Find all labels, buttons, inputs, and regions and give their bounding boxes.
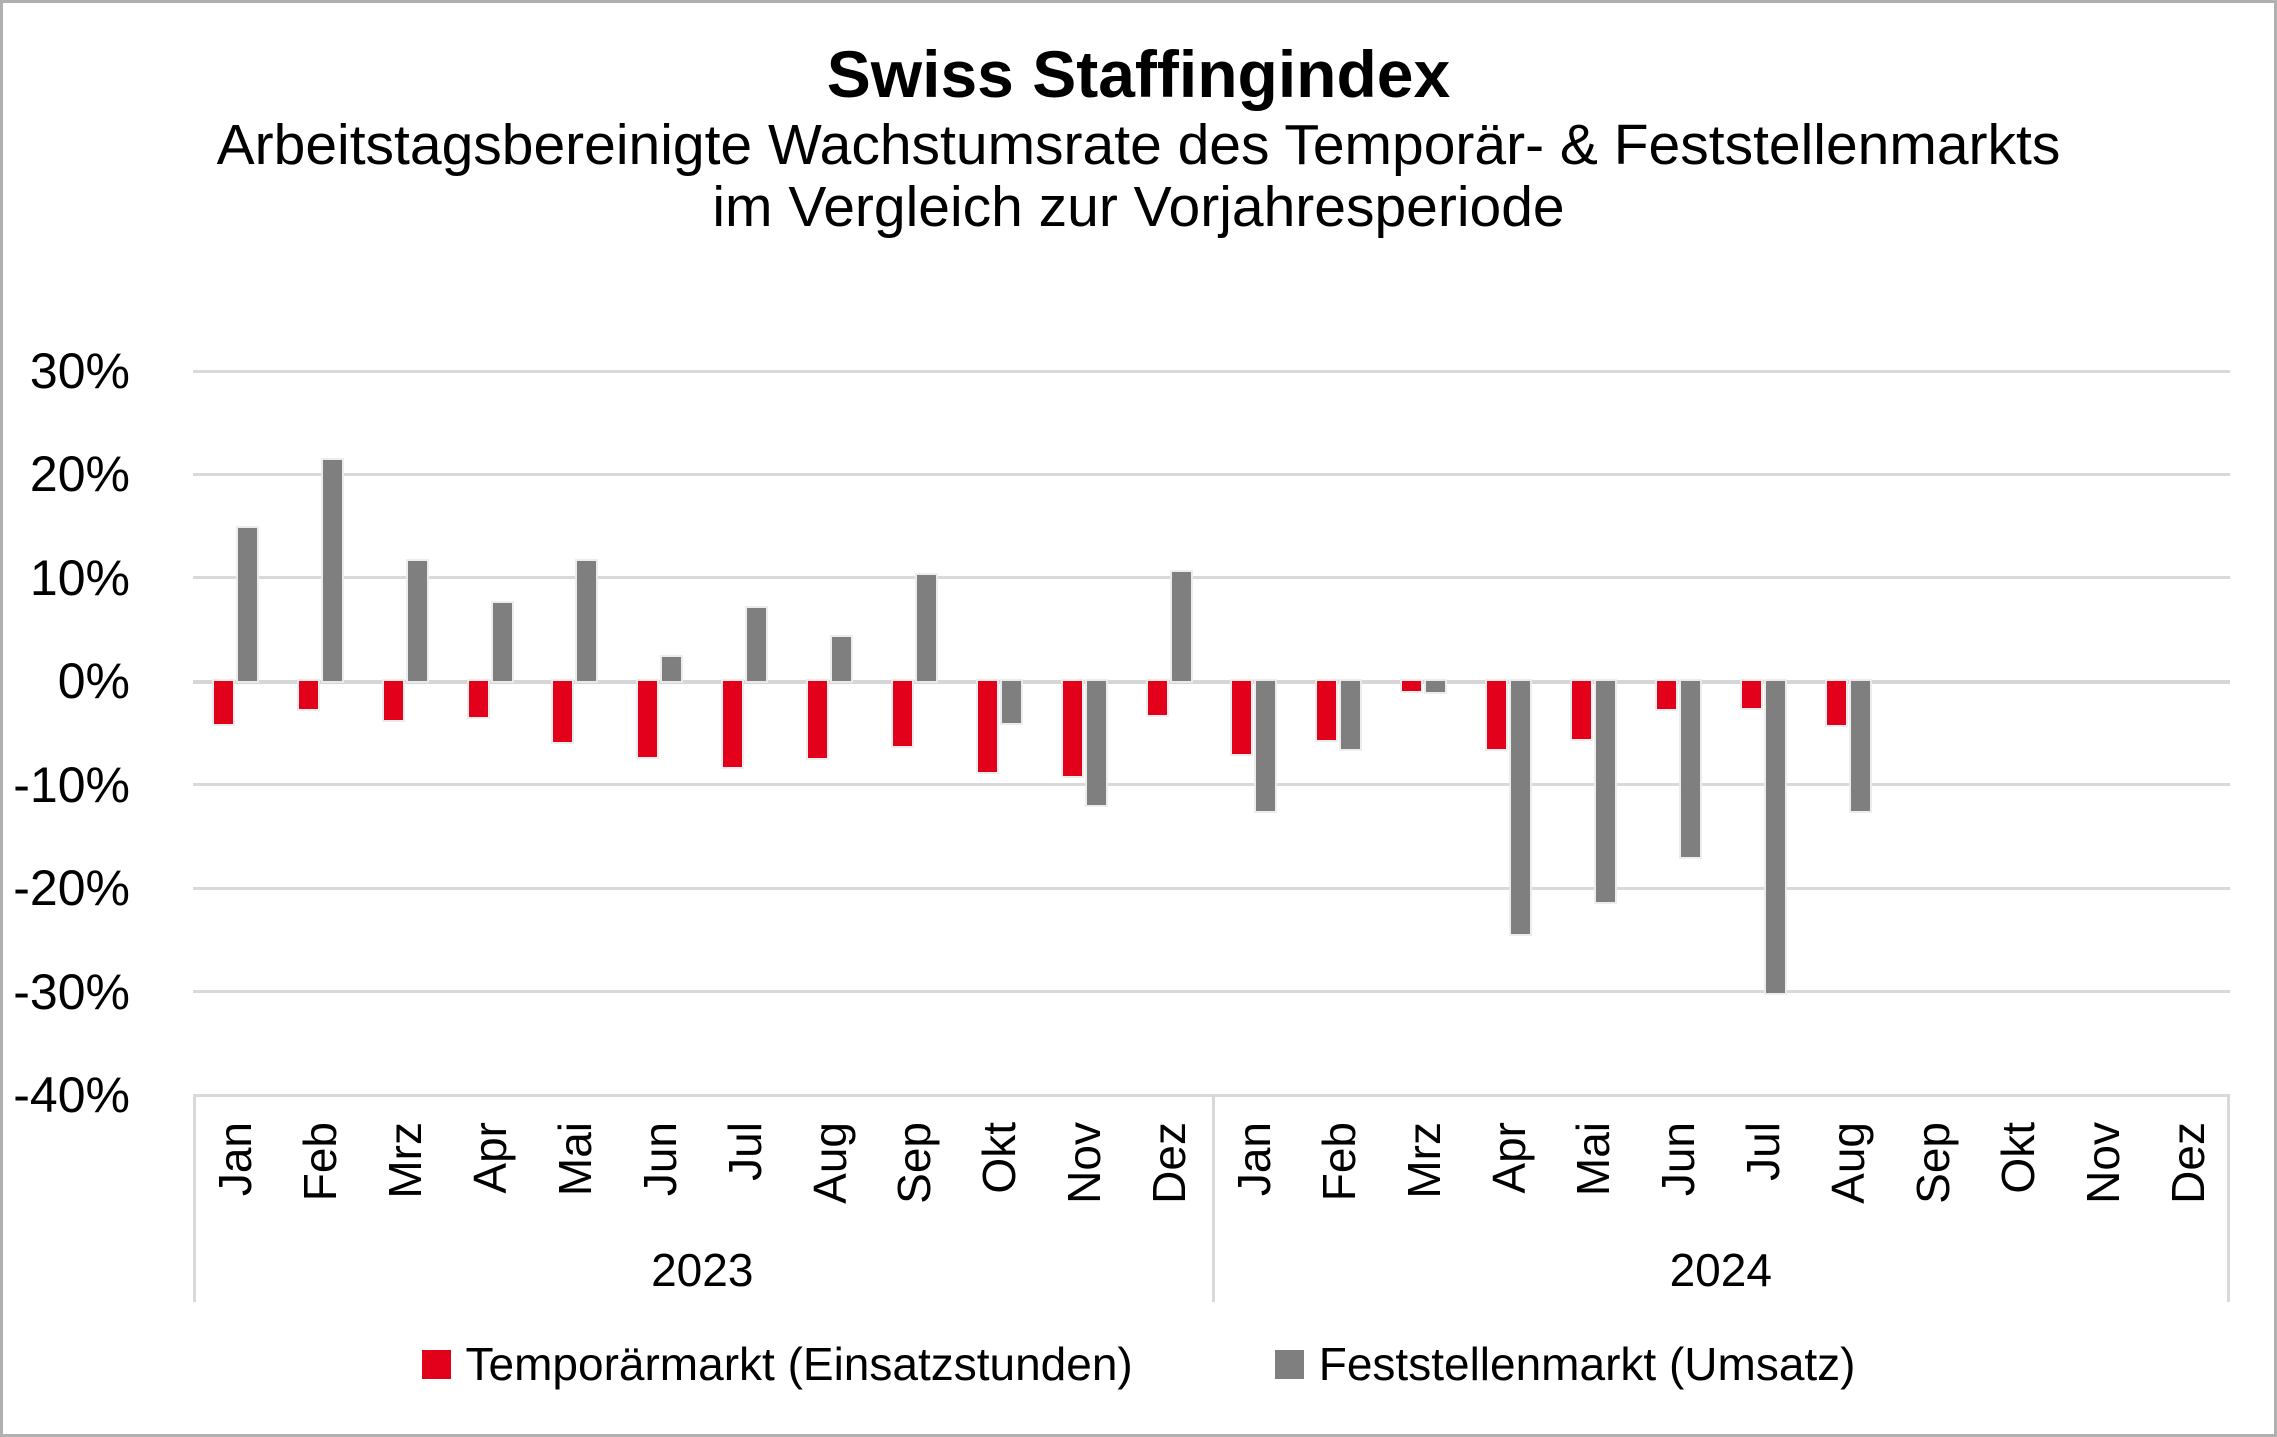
x-label-2023-Mrz: Mrz <box>379 1122 432 1199</box>
legend-label-feststellenmarkt: Feststellenmarkt (Umsatz) <box>1318 1338 1856 1390</box>
category-separator-0 <box>193 1094 196 1302</box>
bar-feststellenmarkt-2024-Apr <box>1511 681 1531 934</box>
x-label-2024-Sep: Sep <box>1906 1122 1959 1204</box>
gridline-20pct <box>193 472 2230 476</box>
x-label-2024-Dez: Dez <box>2161 1122 2214 1204</box>
x-label-2024-Aug: Aug <box>1822 1122 1875 1204</box>
x-label-2024-Jun: Jun <box>1652 1122 1705 1197</box>
legend-item-feststellenmarkt: Feststellenmarkt (Umsatz) <box>1274 1338 1856 1390</box>
bar-temporaermarkt-2024-Jul <box>1741 681 1761 709</box>
chart-title: Swiss Staffingindex <box>826 37 1451 111</box>
x-label-2023-Apr: Apr <box>464 1122 517 1194</box>
y-tick-10pct: 10% <box>29 549 130 606</box>
bar-feststellenmarkt-2024-Jan <box>1256 681 1276 811</box>
x-label-2024-Nov: Nov <box>2076 1122 2129 1204</box>
x-label-2023-Jul: Jul <box>718 1122 771 1181</box>
x-label-2023-Feb: Feb <box>294 1122 347 1202</box>
bar-temporaermarkt-2023-Aug <box>808 681 828 758</box>
category-separator-1 <box>1211 1094 1215 1302</box>
bar-feststellenmarkt-2024-Jul <box>1765 681 1785 993</box>
x-label-2023-Jun: Jun <box>633 1122 686 1197</box>
bar-temporaermarkt-2023-Nov <box>1062 681 1082 777</box>
legend-label-temporaermarkt: Temporärmarkt (Einsatzstunden) <box>465 1338 1133 1390</box>
chart-subtitle: Arbeitstagsbereinigte Wachstumsrate des … <box>0 114 2277 238</box>
category-separator-2 <box>2227 1094 2230 1302</box>
y-tick--30pct: -30% <box>13 963 130 1020</box>
x-label-2024-Okt: Okt <box>1991 1122 2044 1194</box>
y-tick--20pct: -20% <box>13 860 130 917</box>
bar-feststellenmarkt-2024-Feb <box>1341 681 1361 749</box>
bar-feststellenmarkt-2023-Sep <box>916 574 936 682</box>
bar-feststellenmarkt-2023-Okt <box>1001 681 1021 723</box>
legend-swatch-red-icon <box>421 1349 451 1379</box>
bar-feststellenmarkt-2023-Mrz <box>407 561 427 682</box>
gridline--10pct <box>193 783 2230 787</box>
y-tick--10pct: -10% <box>13 756 130 813</box>
gridline--30pct <box>193 990 2230 994</box>
y-tick-20pct: 20% <box>29 446 130 503</box>
bar-feststellenmarkt-2024-Mrz <box>1426 681 1446 692</box>
bar-temporaermarkt-2024-Jun <box>1656 681 1676 710</box>
bar-temporaermarkt-2024-Apr <box>1487 681 1507 749</box>
x-label-2023-Aug: Aug <box>803 1122 856 1204</box>
x-label-2023-Dez: Dez <box>1143 1122 1196 1204</box>
x-label-2024-Jul: Jul <box>1737 1122 1790 1181</box>
bar-feststellenmarkt-2023-Apr <box>492 602 512 682</box>
gridline-0pct <box>193 679 2230 684</box>
bar-feststellenmarkt-2024-Mai <box>1595 681 1615 902</box>
chart-subtitle-line1: Arbeitstagsbereinigte Wachstumsrate des … <box>216 113 2061 177</box>
x-label-2023-Jan: Jan <box>209 1122 262 1197</box>
bar-temporaermarkt-2023-Feb <box>298 681 318 710</box>
chart-subtitle-line2: im Vergleich zur Vorjahresperiode <box>712 175 1565 239</box>
gridline--20pct <box>193 886 2230 890</box>
x-label-2024-Feb: Feb <box>1312 1122 1365 1202</box>
x-label-2023-Okt: Okt <box>973 1122 1026 1194</box>
bar-temporaermarkt-2024-Mai <box>1571 681 1591 740</box>
bar-temporaermarkt-2024-Mrz <box>1402 681 1422 691</box>
bar-temporaermarkt-2023-Sep <box>892 681 912 747</box>
bar-feststellenmarkt-2023-Dez <box>1171 571 1191 682</box>
x-label-2023-Sep: Sep <box>888 1122 941 1204</box>
gridline-10pct <box>193 576 2230 580</box>
bar-temporaermarkt-2023-Dez <box>1147 681 1167 716</box>
bar-temporaermarkt-2023-Mrz <box>383 681 403 720</box>
bar-temporaermarkt-2023-Jul <box>723 681 743 768</box>
year-label-2023: 2023 <box>651 1244 754 1296</box>
bar-temporaermarkt-2024-Jan <box>1232 681 1252 754</box>
bar-temporaermarkt-2023-Jun <box>638 681 658 757</box>
legend-item-temporaermarkt: Temporärmarkt (Einsatzstunden) <box>421 1338 1133 1390</box>
x-label-2023-Mai: Mai <box>548 1122 601 1197</box>
plot-area <box>193 369 2230 1097</box>
x-label-2024-Mrz: Mrz <box>1397 1122 1450 1199</box>
y-tick-0pct: 0% <box>57 653 130 710</box>
bar-feststellenmarkt-2023-Jul <box>747 607 767 682</box>
bar-temporaermarkt-2024-Feb <box>1317 681 1337 741</box>
bar-temporaermarkt-2023-Okt <box>977 681 997 773</box>
bar-feststellenmarkt-2024-Aug <box>1850 681 1870 811</box>
bar-temporaermarkt-2024-Aug <box>1826 681 1846 725</box>
bar-feststellenmarkt-2023-Nov <box>1086 681 1106 806</box>
bar-temporaermarkt-2023-Mai <box>553 681 573 743</box>
y-tick--40pct: -40% <box>13 1067 130 1123</box>
x-label-2024-Mai: Mai <box>1567 1122 1620 1197</box>
x-label-2024-Apr: Apr <box>1482 1122 1535 1194</box>
bar-feststellenmarkt-2023-Mai <box>577 561 597 682</box>
year-label-2024: 2024 <box>1669 1244 1772 1296</box>
chart-legend: Temporärmarkt (Einsatzstunden) Feststell… <box>0 1338 2277 1390</box>
x-label-2023-Nov: Nov <box>1058 1122 1111 1204</box>
y-tick-30pct: 30% <box>29 343 130 399</box>
bar-feststellenmarkt-2023-Jun <box>662 657 682 682</box>
bar-feststellenmarkt-2023-Feb <box>322 459 342 682</box>
bar-feststellenmarkt-2023-Aug <box>832 636 852 682</box>
gridline-30pct <box>193 369 2230 373</box>
bar-feststellenmarkt-2023-Jan <box>237 528 257 682</box>
legend-swatch-gray-icon <box>1274 1349 1304 1379</box>
bar-temporaermarkt-2023-Jan <box>213 681 233 724</box>
x-label-2024-Jan: Jan <box>1227 1122 1280 1197</box>
bar-temporaermarkt-2023-Apr <box>468 681 488 718</box>
bar-feststellenmarkt-2024-Jun <box>1680 681 1700 858</box>
